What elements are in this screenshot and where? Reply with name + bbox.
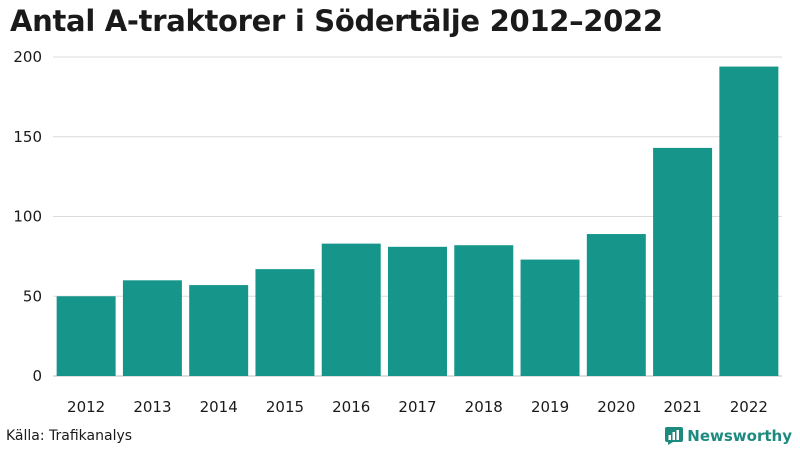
bar [255,269,315,376]
y-axis-ticks: 0 50 100 150 200 [13,48,42,385]
x-axis-ticks: 2012 2013 2014 2015 2016 2017 2018 2019 2020 2021… [67,398,768,416]
y-tick-label: 100 [13,208,42,226]
brand-logo: Newsworthy [665,427,792,445]
source-note: Källa: Trafikanalys [6,428,133,444]
bar [520,259,580,376]
bar [189,285,249,376]
y-tick-label: 200 [13,48,42,66]
y-tick-label: 50 [23,287,42,305]
x-tick-label: 2019 [531,398,569,416]
bar [653,147,713,376]
bar [56,296,116,376]
bar [388,246,447,376]
x-tick-label: 2020 [597,398,635,416]
x-tick-label: 2014 [200,398,238,416]
y-tick-label: 150 [13,128,42,146]
bar [719,66,779,376]
x-tick-label: 2021 [663,398,701,416]
x-tick-label: 2018 [465,398,503,416]
bar [122,280,182,376]
bar [321,243,381,376]
y-tick-label: 0 [32,367,42,385]
x-tick-label: 2012 [67,398,105,416]
brand-name: Newsworthy [687,427,792,445]
bars [56,66,779,376]
x-tick-label: 2017 [398,398,436,416]
bar [454,245,514,376]
chart-title: Antal A-traktorer i Södertälje 2012–2022 [10,4,663,38]
x-tick-label: 2015 [266,398,304,416]
x-tick-label: 2013 [133,398,171,416]
bar [586,234,646,376]
x-tick-label: 2022 [730,398,768,416]
newsworthy-logo-icon [665,427,684,445]
x-tick-label: 2016 [332,398,370,416]
